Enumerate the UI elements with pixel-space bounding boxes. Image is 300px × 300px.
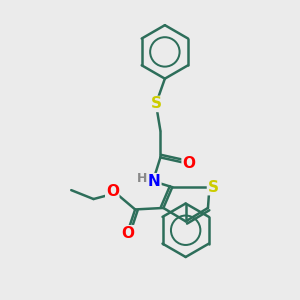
Text: O: O [106, 184, 119, 199]
Text: O: O [182, 156, 195, 171]
Text: S: S [150, 96, 161, 111]
Text: N: N [148, 174, 161, 189]
Text: S: S [208, 180, 218, 195]
Text: O: O [121, 226, 134, 241]
Text: H: H [136, 172, 147, 185]
